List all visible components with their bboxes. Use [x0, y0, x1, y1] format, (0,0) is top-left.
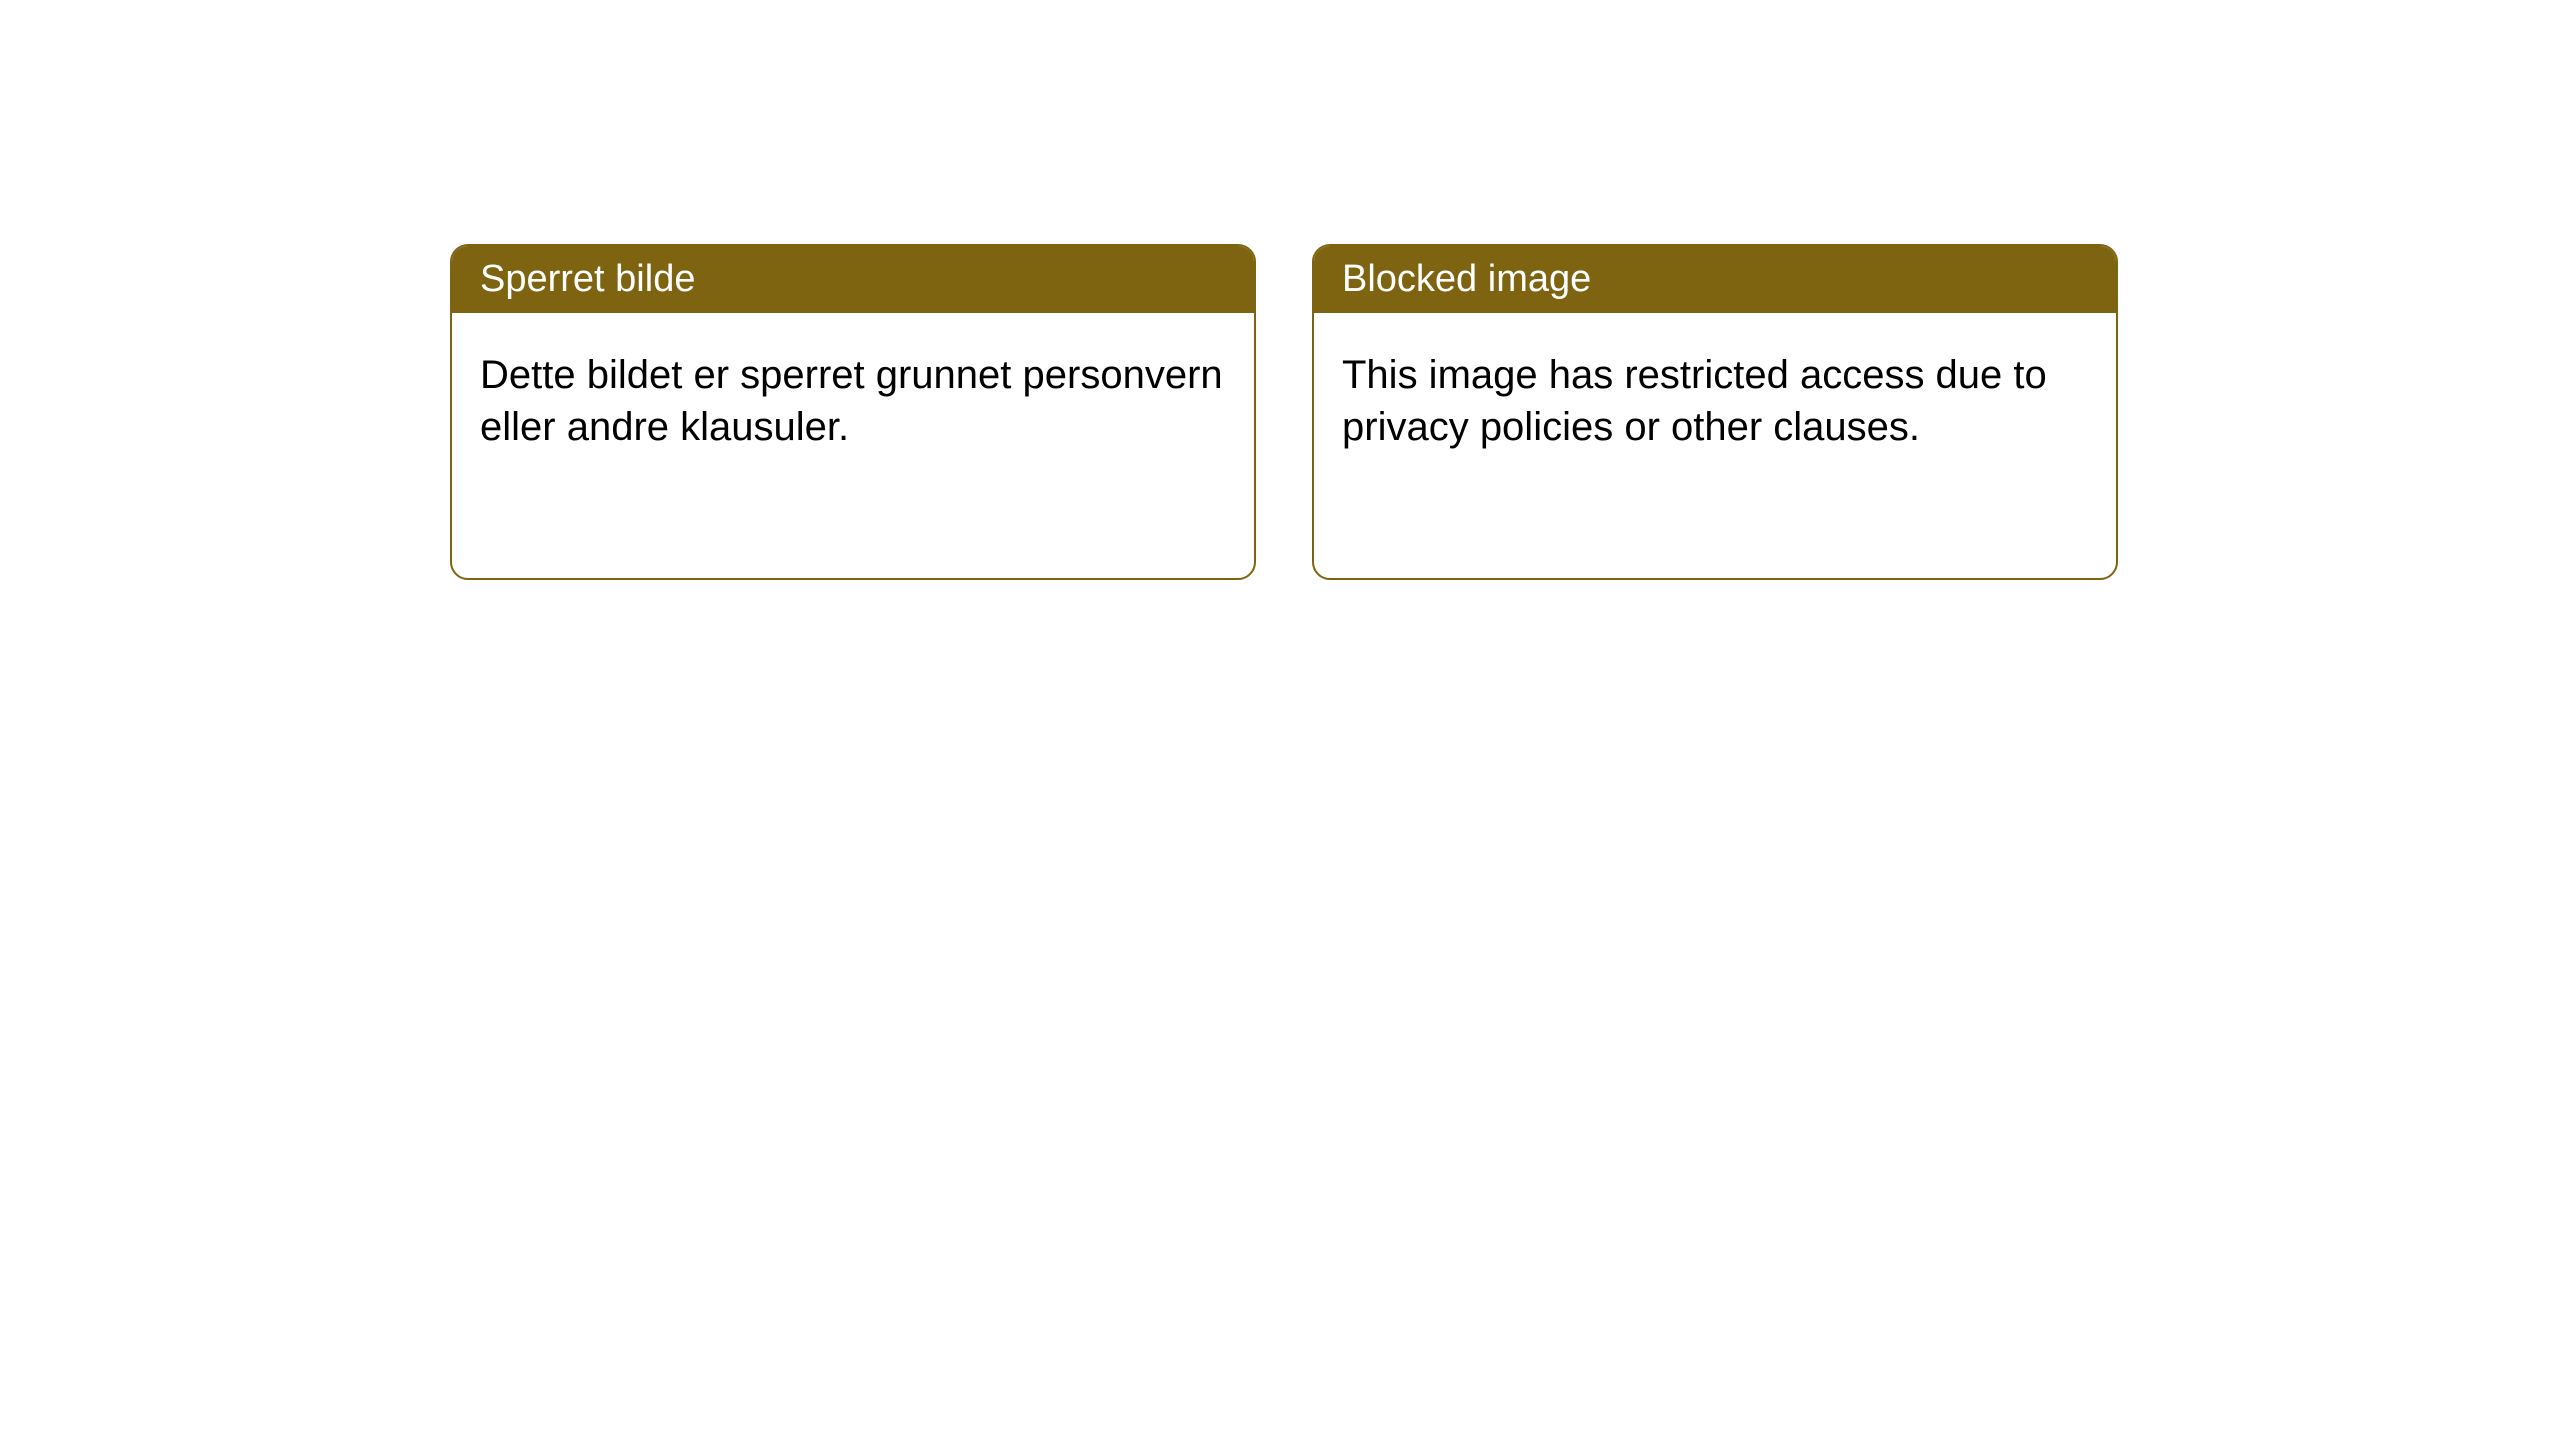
- blocked-image-notice-en: Blocked image This image has restricted …: [1312, 244, 2118, 580]
- blocked-image-notice-no: Sperret bilde Dette bildet er sperret gr…: [450, 244, 1256, 580]
- card-header: Blocked image: [1314, 246, 2116, 313]
- card-body-text: Dette bildet er sperret grunnet personve…: [480, 353, 1223, 449]
- card-body-text: This image has restricted access due to …: [1342, 353, 2047, 449]
- card-body: This image has restricted access due to …: [1314, 313, 2116, 489]
- card-header: Sperret bilde: [452, 246, 1254, 313]
- card-title: Sperret bilde: [480, 258, 695, 300]
- card-body: Dette bildet er sperret grunnet personve…: [452, 313, 1254, 489]
- card-title: Blocked image: [1342, 258, 1591, 300]
- notice-container: Sperret bilde Dette bildet er sperret gr…: [0, 0, 2560, 580]
